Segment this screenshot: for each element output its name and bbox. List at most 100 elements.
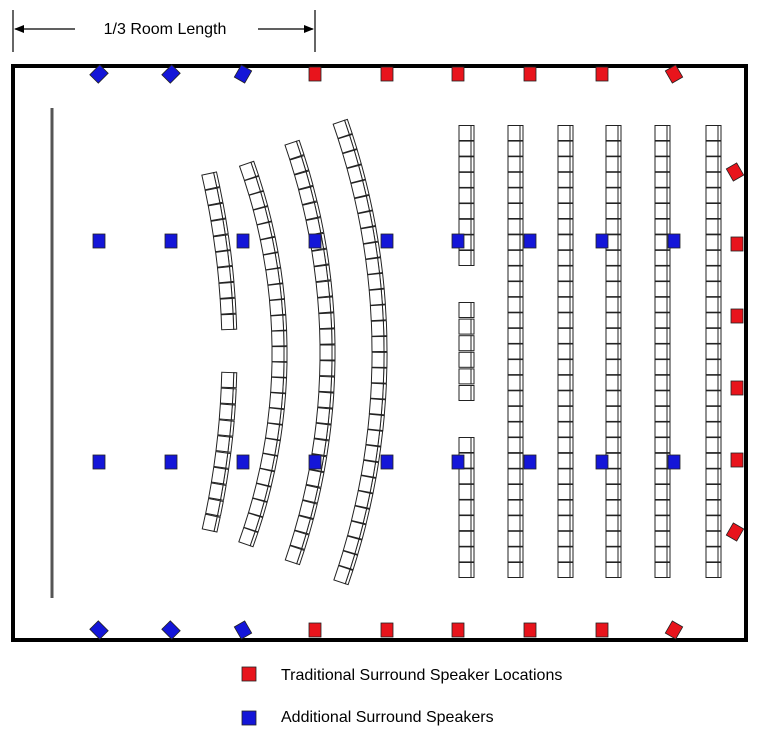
seat [371,335,388,353]
seat [458,140,475,157]
seat [507,281,524,298]
additional-speaker [164,454,178,470]
seat [342,535,363,556]
seat [368,398,386,416]
seat [705,203,722,219]
seat [557,390,574,407]
seat [507,125,524,141]
seat [654,484,671,500]
additional-speaker [233,64,253,84]
seat [507,249,524,266]
seat [315,407,334,425]
traditional-speaker [523,66,537,82]
additional-speaker [92,454,106,470]
seat-row [557,125,574,578]
seat [705,281,722,298]
seat [705,156,722,173]
seat [654,203,671,219]
seat [317,391,335,409]
seat [557,327,574,344]
seat [654,187,671,204]
seat [605,562,622,578]
additional-speaker [595,233,609,249]
seat-row [605,125,622,578]
seat [458,499,475,516]
seat [210,466,230,485]
seat [557,281,574,298]
seat [458,318,475,335]
seat [705,343,722,360]
seat [705,296,722,313]
seat [271,361,288,378]
seat [557,234,574,251]
seat [317,296,335,314]
seat [705,125,722,141]
seat [705,374,722,391]
seat [557,265,574,282]
seat [605,265,622,282]
seat [458,515,475,532]
seat [252,205,273,226]
seat [201,513,221,533]
seat [284,545,305,566]
seat [247,497,268,518]
seat [302,484,322,504]
seat [507,437,524,454]
seat [705,249,722,266]
seat [654,515,671,532]
seat [654,343,671,360]
seat [311,248,330,267]
seat-row [201,171,238,331]
seat [338,550,359,571]
seat [289,154,310,175]
seat [458,302,475,318]
seat [238,526,259,548]
seat [705,171,722,188]
seat [654,265,671,282]
additional-speaker [380,233,394,249]
seat [319,328,336,345]
seat [557,312,574,329]
seat [605,125,622,141]
seat [654,156,671,173]
seat [557,546,574,563]
seat [210,218,229,237]
seat [705,499,722,516]
seat [218,281,236,299]
seat [217,419,235,437]
seat [507,171,524,188]
seat [332,118,353,139]
seat [557,499,574,516]
seat [370,320,388,337]
seat [705,359,722,376]
seat [557,359,574,376]
additional-speaker [308,454,322,470]
additional-speaker [92,233,106,249]
seat [605,312,622,329]
seat-row [705,125,722,578]
seat [654,499,671,516]
seat [507,218,524,235]
seat-row [458,302,475,401]
seat [347,520,367,540]
seat [367,272,385,291]
seat [370,367,388,384]
traditional-speaker [380,66,394,82]
legend-label-additional: Additional Surround Speakers [281,709,494,726]
seat [256,221,276,241]
seat [294,514,314,535]
additional-speaker [89,64,109,84]
seat [507,468,524,485]
additional-speaker [161,620,181,640]
seat [605,343,622,360]
seat [705,327,722,344]
seat [270,314,288,332]
seat [654,562,671,578]
seat [458,530,475,547]
seat [243,175,264,196]
traditional-speaker [380,622,394,638]
seat-row [654,125,671,578]
seat [313,264,332,283]
seat [507,265,524,282]
seat [557,468,574,485]
